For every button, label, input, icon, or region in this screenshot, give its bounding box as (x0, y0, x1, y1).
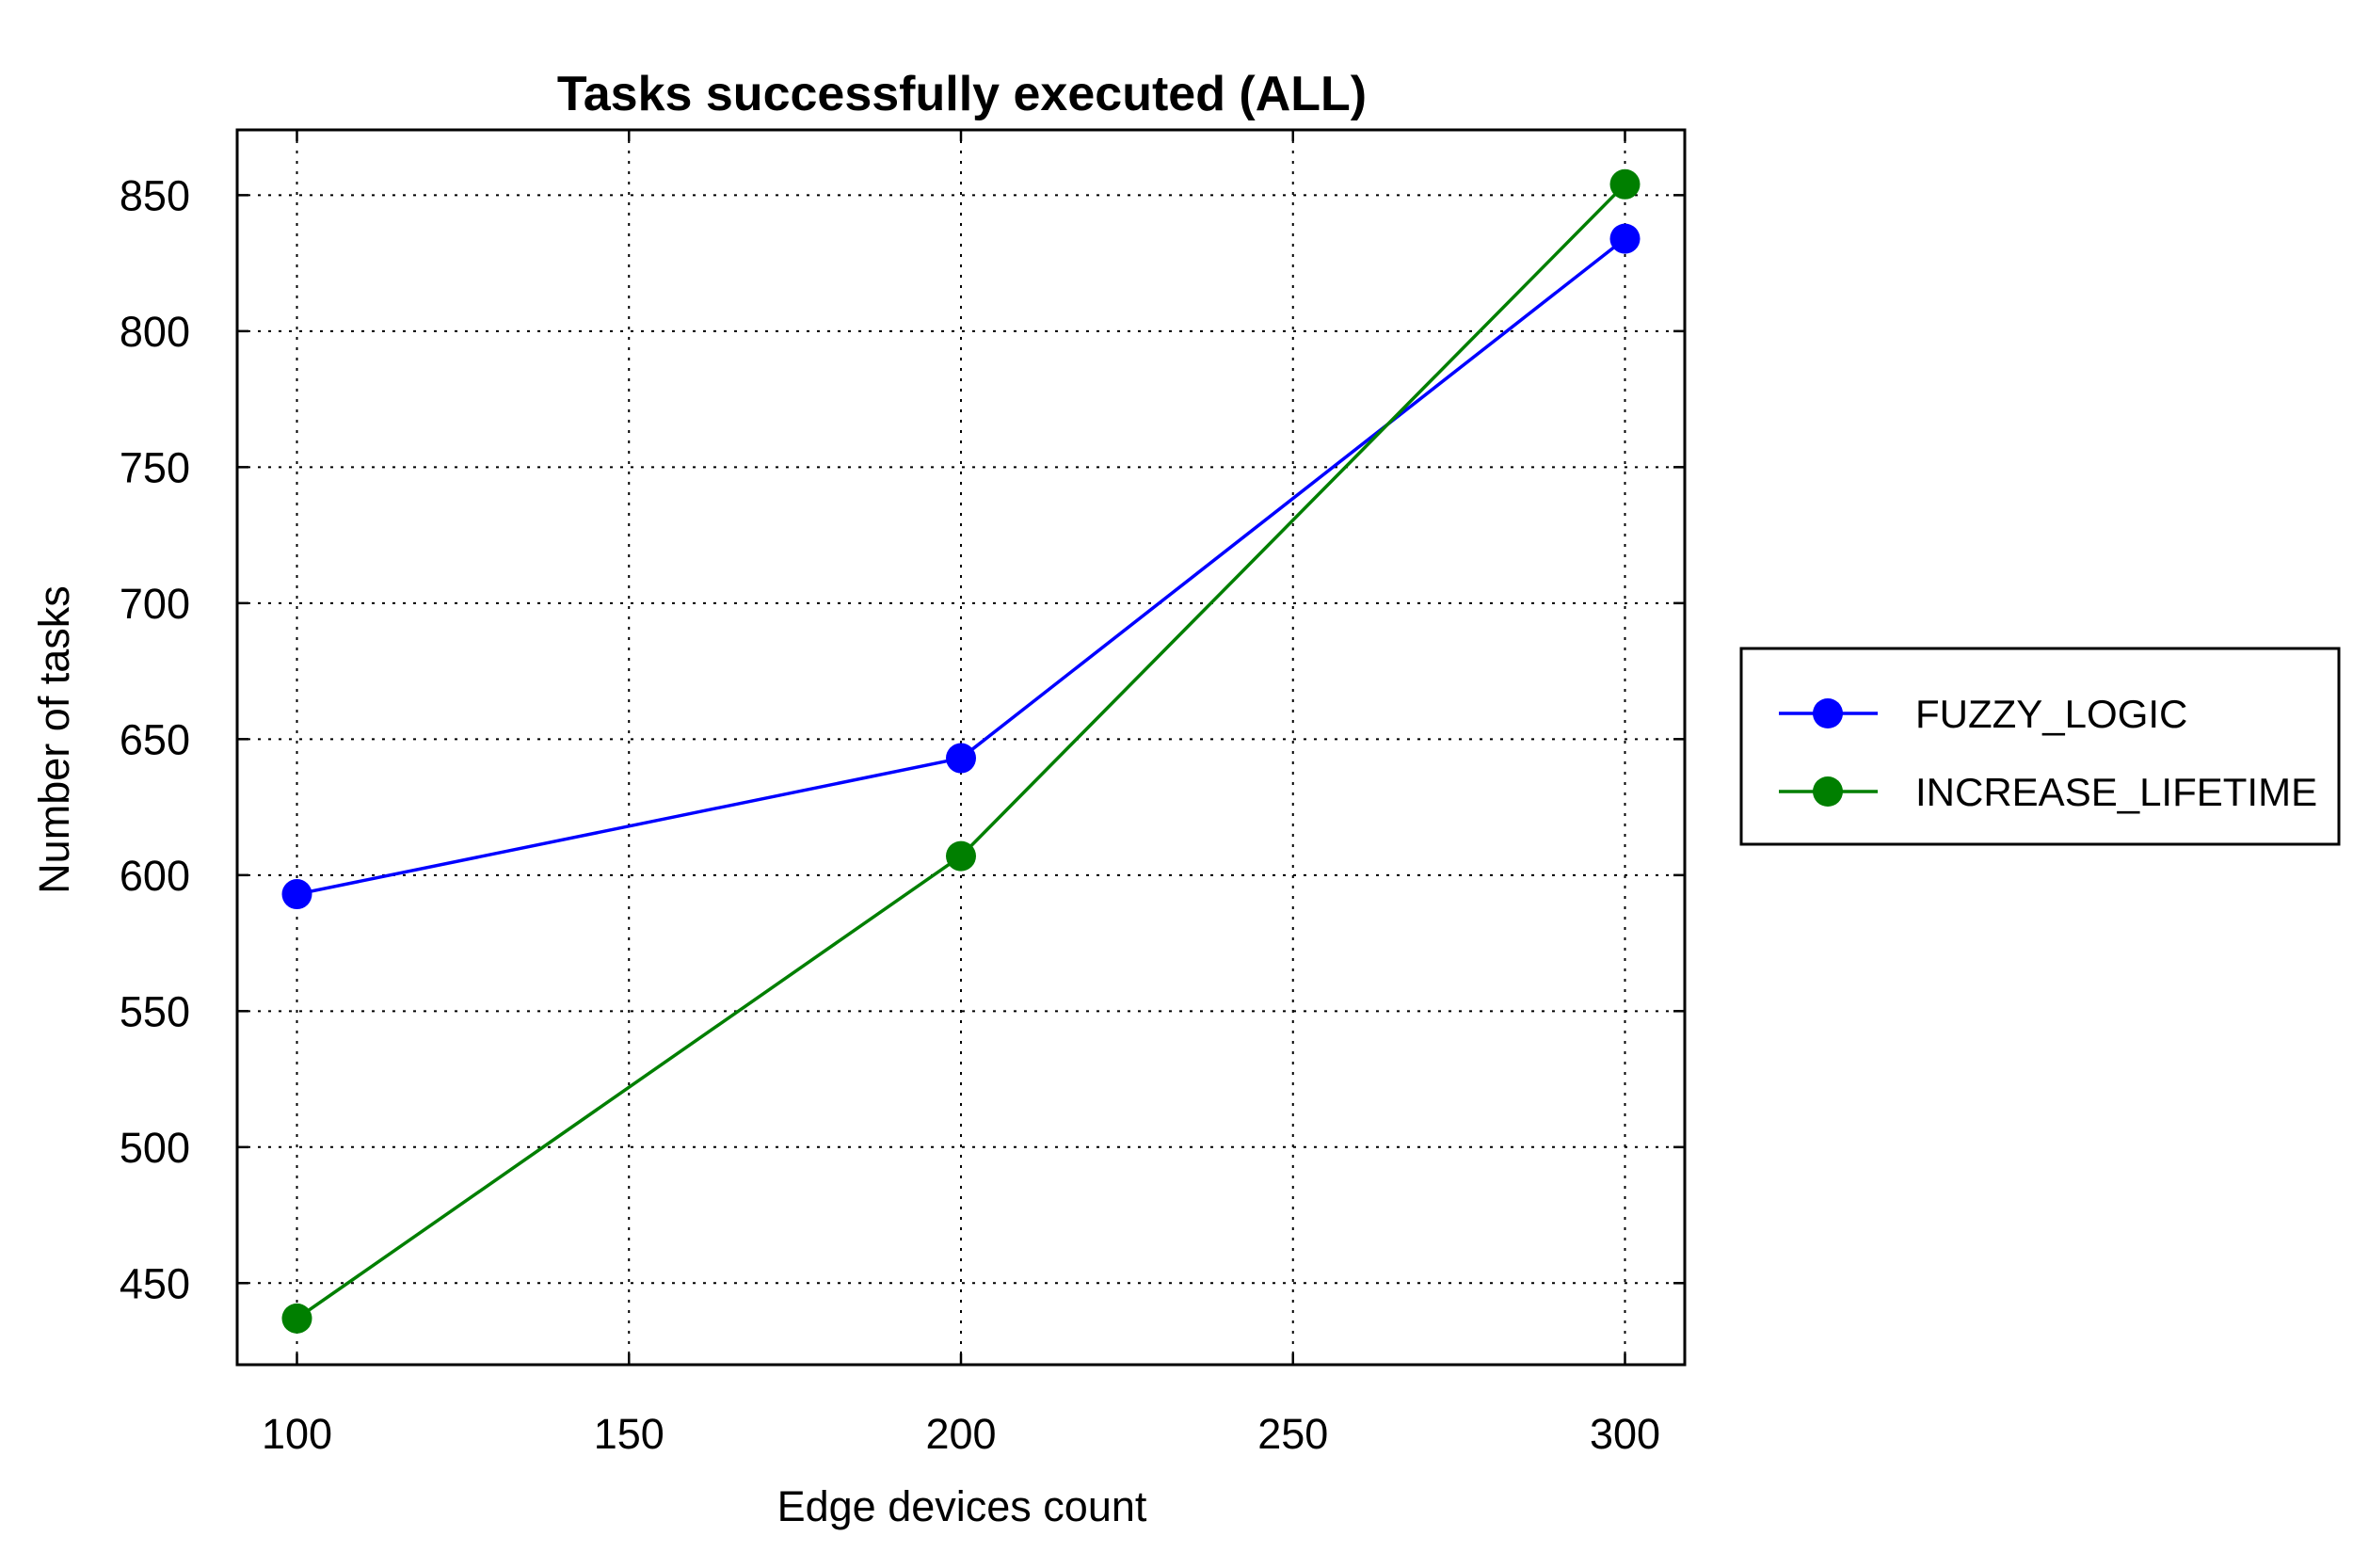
x-tick-labels: 100 150 200 250 300 (262, 1410, 1660, 1458)
legend-frame (1739, 647, 2341, 846)
y-tick-label: 750 (120, 443, 190, 491)
x-tick-label: 100 (262, 1410, 332, 1458)
y-tick-label: 600 (120, 852, 190, 900)
chart-title: Tasks successfully executed (ALL) (557, 67, 1367, 121)
y-tick-label: 450 (120, 1259, 190, 1307)
x-tick-label: 250 (1257, 1410, 1328, 1458)
legend-label: INCREASE_LIFETIME (1915, 770, 2317, 814)
x-tick-label: 300 (1590, 1410, 1660, 1458)
data-point (1609, 168, 1641, 200)
legend-marker (1813, 776, 1843, 807)
x-tick-label: 200 (925, 1410, 996, 1458)
data-point (1609, 223, 1641, 254)
y-tick-label: 550 (120, 987, 190, 1035)
axis-ticks (237, 130, 1685, 1365)
series-layer (281, 168, 1641, 1334)
data-point (281, 879, 312, 910)
series-increase-lifetime (281, 168, 1641, 1334)
y-tick-label: 500 (120, 1124, 190, 1172)
data-point (946, 743, 976, 774)
y-tick-label: 850 (120, 171, 190, 219)
legend-marker (1813, 698, 1843, 728)
data-point (946, 840, 976, 872)
y-tick-label: 700 (120, 580, 190, 628)
data-point (281, 1303, 312, 1334)
y-tick-label: 650 (120, 715, 190, 763)
y-axis-label: Number of tasks (30, 585, 78, 894)
y-tick-label: 800 (120, 308, 190, 356)
legend-entry: INCREASE_LIFETIME (1779, 770, 2317, 814)
series-fuzzy-logic (281, 223, 1641, 910)
x-axis-label: Edge devices count (777, 1482, 1147, 1530)
legend: FUZZY_LOGIC INCREASE_LIFETIME (1739, 647, 2341, 846)
x-tick-label: 150 (594, 1410, 664, 1458)
legend-label: FUZZY_LOGIC (1915, 692, 2187, 736)
plot-frame (235, 128, 1687, 1367)
y-tick-labels: 450 500 550 600 650 700 750 800 850 (120, 171, 190, 1307)
legend-entry: FUZZY_LOGIC (1779, 692, 2187, 736)
